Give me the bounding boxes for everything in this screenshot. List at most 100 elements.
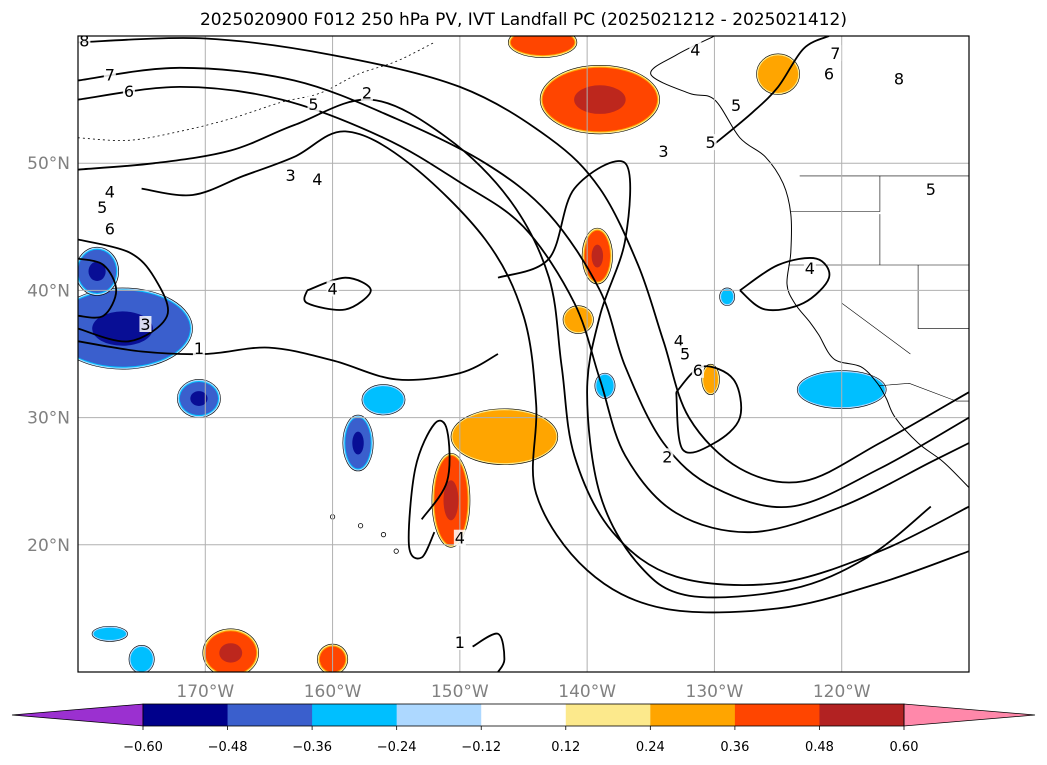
ivt-region — [78, 246, 119, 296]
colorbar-tick-label: 0.24 — [636, 740, 665, 755]
colorbar-tick-label: −0.60 — [123, 740, 163, 755]
longitude-tick-label: 170°W — [176, 682, 234, 702]
hawaii-island — [393, 548, 399, 554]
political-border — [878, 382, 969, 402]
contour-label: 4 — [674, 332, 684, 351]
ivt-region — [361, 384, 406, 416]
pv-contour — [78, 257, 118, 319]
pv-contour — [497, 160, 932, 599]
map-title: 2025020900 F012 250 hPa PV, IVT Landfall… — [199, 10, 847, 30]
ivt-region — [342, 414, 374, 472]
coastline — [650, 36, 969, 488]
latitude-tick-label: 40°N — [27, 281, 70, 301]
colorbar-tick-label: −0.24 — [377, 740, 417, 755]
latitude-tick-label: 20°N — [27, 536, 70, 556]
ivt-shading-layer — [78, 36, 887, 672]
colorbar-over-arrow — [903, 703, 1036, 727]
ivt-region — [562, 305, 594, 334]
contour-label: 2 — [362, 84, 372, 103]
longitude-tick-label: 120°W — [813, 682, 871, 702]
contour-label: 5 — [308, 95, 318, 114]
contour-label: 5 — [731, 96, 741, 115]
colorbar-bin — [396, 704, 482, 726]
contour-label: 5 — [706, 133, 716, 152]
pv-contour — [303, 276, 372, 311]
longitude-tick-label: 150°W — [431, 682, 489, 702]
pv-contour — [78, 85, 969, 534]
ivt-region — [91, 625, 128, 642]
colorbar-bin — [734, 704, 820, 726]
longitude-tick-label: 140°W — [558, 682, 616, 702]
ivt-region — [756, 53, 800, 95]
pv-contour — [78, 37, 969, 484]
hawaii-island — [357, 523, 364, 529]
colorbar-tick-label: −0.48 — [208, 740, 248, 755]
ivt-region — [507, 36, 578, 58]
contour-label: 6 — [693, 361, 703, 380]
pv-contour — [78, 98, 969, 586]
contour-label: 8 — [894, 70, 904, 89]
colorbar-tick-label: 0.60 — [890, 740, 919, 755]
colorbar-tick-label: 0.48 — [805, 740, 834, 755]
latitude-tick-label: 50°N — [27, 154, 70, 174]
political-border — [917, 265, 969, 329]
contour-label: 1 — [194, 339, 204, 358]
pv-contour — [78, 66, 969, 509]
contour-label: 5 — [680, 344, 690, 363]
longitude-labels: 170°W 160°W 150°W 140°W 130°W 120°W — [176, 682, 870, 702]
contour-label: 5 — [926, 180, 936, 199]
colorbar-tick-label: −0.36 — [292, 740, 332, 755]
colorbar-bin — [312, 704, 398, 726]
plot-frame — [77, 35, 970, 673]
latitude-tick-label: 30°N — [27, 409, 70, 429]
colorbar-bin — [481, 704, 567, 726]
contour-label: 6 — [824, 64, 834, 83]
pv-contour — [78, 238, 169, 343]
contour-label: 4 — [312, 170, 322, 189]
political-border — [790, 175, 881, 212]
colorbar-bin — [143, 704, 229, 726]
colorbar-bin — [819, 704, 905, 726]
contour-label: 4 — [690, 40, 700, 59]
colorbar-tick-label: −0.12 — [461, 740, 501, 755]
contour-label: 7 — [830, 44, 840, 63]
contour-label: 4 — [455, 529, 465, 548]
contour-label: 4 — [327, 279, 337, 298]
contour-label: 3 — [285, 166, 295, 185]
contour-label: 2 — [662, 447, 672, 466]
ivt-region — [450, 408, 559, 465]
ivt-region — [78, 287, 193, 370]
pv-contour-layer — [78, 36, 969, 672]
pv-contour — [78, 340, 499, 381]
ivt-region — [719, 287, 736, 306]
pv-contour — [713, 36, 830, 145]
ivt-region — [539, 65, 660, 135]
colorbar-bin — [227, 704, 313, 726]
hawaii-island — [380, 532, 387, 538]
contour-label: 4 — [805, 259, 815, 278]
longitude-tick-label: 130°W — [686, 682, 744, 702]
contour-label: 6 — [124, 82, 134, 101]
pv-contour — [472, 632, 506, 672]
pv-contour — [739, 257, 831, 312]
contour-label: 3 — [658, 142, 668, 161]
aleutian-islands — [78, 42, 435, 141]
contour-label: 7 — [105, 66, 115, 85]
pv-contour — [141, 130, 969, 614]
colorbar-under-arrow — [11, 703, 144, 727]
contour-label: 1 — [455, 633, 465, 652]
ivt-region — [128, 645, 155, 672]
ivt-region — [177, 379, 221, 418]
colorbar — [11, 703, 1036, 727]
gridlines — [78, 36, 969, 672]
contour-label: 8 — [79, 31, 89, 50]
plot-background — [78, 36, 969, 672]
colorbar-bin — [650, 704, 736, 726]
colorbar-tick-label: 0.12 — [551, 740, 580, 755]
contour-label: 6 — [105, 220, 115, 239]
colorbar-frame — [142, 703, 905, 727]
colorbar-tick-label: 0.36 — [720, 740, 749, 755]
